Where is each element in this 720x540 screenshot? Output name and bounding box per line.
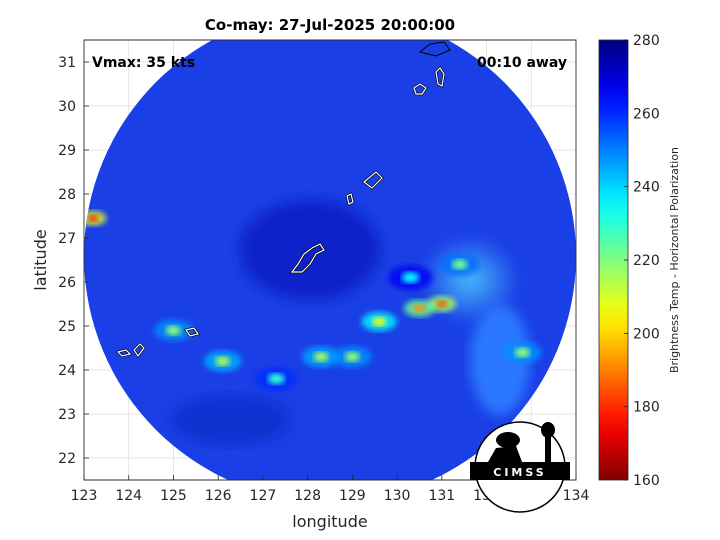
y-tick-label: 27 [58, 231, 76, 247]
colorbar-gradient [598, 39, 629, 481]
features-layer [84, 210, 542, 391]
colorbar-tick-label: 160 [633, 473, 660, 489]
y-tick-label: 25 [58, 319, 76, 335]
y-tick-label: 28 [58, 187, 76, 203]
swath-group [84, 40, 576, 480]
feature-core [372, 317, 387, 326]
y-tick-label: 29 [58, 143, 76, 159]
y-tick-label: 23 [58, 407, 76, 423]
x-tick-label: 134 [563, 488, 590, 504]
coastlines [115, 41, 451, 359]
feature-core [87, 214, 99, 222]
feature-core [401, 272, 420, 284]
feature-core [215, 356, 231, 366]
y-tick-label: 31 [58, 55, 76, 71]
x-tick-label: 125 [160, 488, 187, 504]
chart-title: Co-may: 27-Jul-2025 20:00:00 [205, 16, 455, 34]
away-label: 00:10 away [477, 55, 567, 71]
x-tick-label: 126 [205, 488, 232, 504]
colorbar-tick-label: 240 [633, 180, 660, 196]
y-axis-label: latitude [31, 229, 50, 290]
colorbar-tick-label: 200 [633, 326, 660, 342]
y-tick-label: 30 [58, 99, 76, 115]
feature-core [313, 352, 329, 362]
x-tick-label: 131 [428, 488, 455, 504]
dark-patch [170, 395, 290, 445]
x-tick-label: 127 [250, 488, 277, 504]
feature-core [436, 300, 448, 308]
y-tick-label: 22 [58, 451, 76, 467]
x-axis-label: longitude [292, 512, 367, 531]
colorbar-label: Brightness Temp - Horizontal Polarizatio… [668, 147, 681, 373]
y-tick-label: 24 [58, 363, 76, 379]
x-tick-label: 128 [294, 488, 321, 504]
plot-frame [83, 39, 577, 481]
colorbar-tick-label: 220 [633, 253, 660, 269]
y-tick-label: 26 [58, 275, 76, 291]
cimss-logo: CIMSS [470, 421, 570, 513]
feature-core [514, 347, 530, 358]
x-tick-label: 124 [115, 488, 142, 504]
feature-core [268, 373, 285, 385]
cloud-band [470, 305, 530, 415]
colorbar: 160 180 200 220 240 260 280 Brightness Temp - … [598, 33, 681, 489]
y-axis: 22 23 24 25 26 27 28 29 30 31 [58, 55, 89, 467]
colorbar-tick-label: 280 [633, 33, 660, 49]
x-tick-label: 130 [384, 488, 411, 504]
colorbar-tick-label: 180 [633, 400, 660, 416]
feature-core [344, 351, 360, 362]
x-tick-label: 123 [71, 488, 98, 504]
feature-core [413, 304, 426, 313]
feature-core [451, 259, 468, 270]
feature-core [165, 325, 182, 336]
vmax-label: Vmax: 35 kts [92, 55, 195, 71]
colorbar-tick-label: 260 [633, 106, 660, 122]
logo-text: CIMSS [493, 466, 546, 479]
x-tick-label: 129 [339, 488, 366, 504]
